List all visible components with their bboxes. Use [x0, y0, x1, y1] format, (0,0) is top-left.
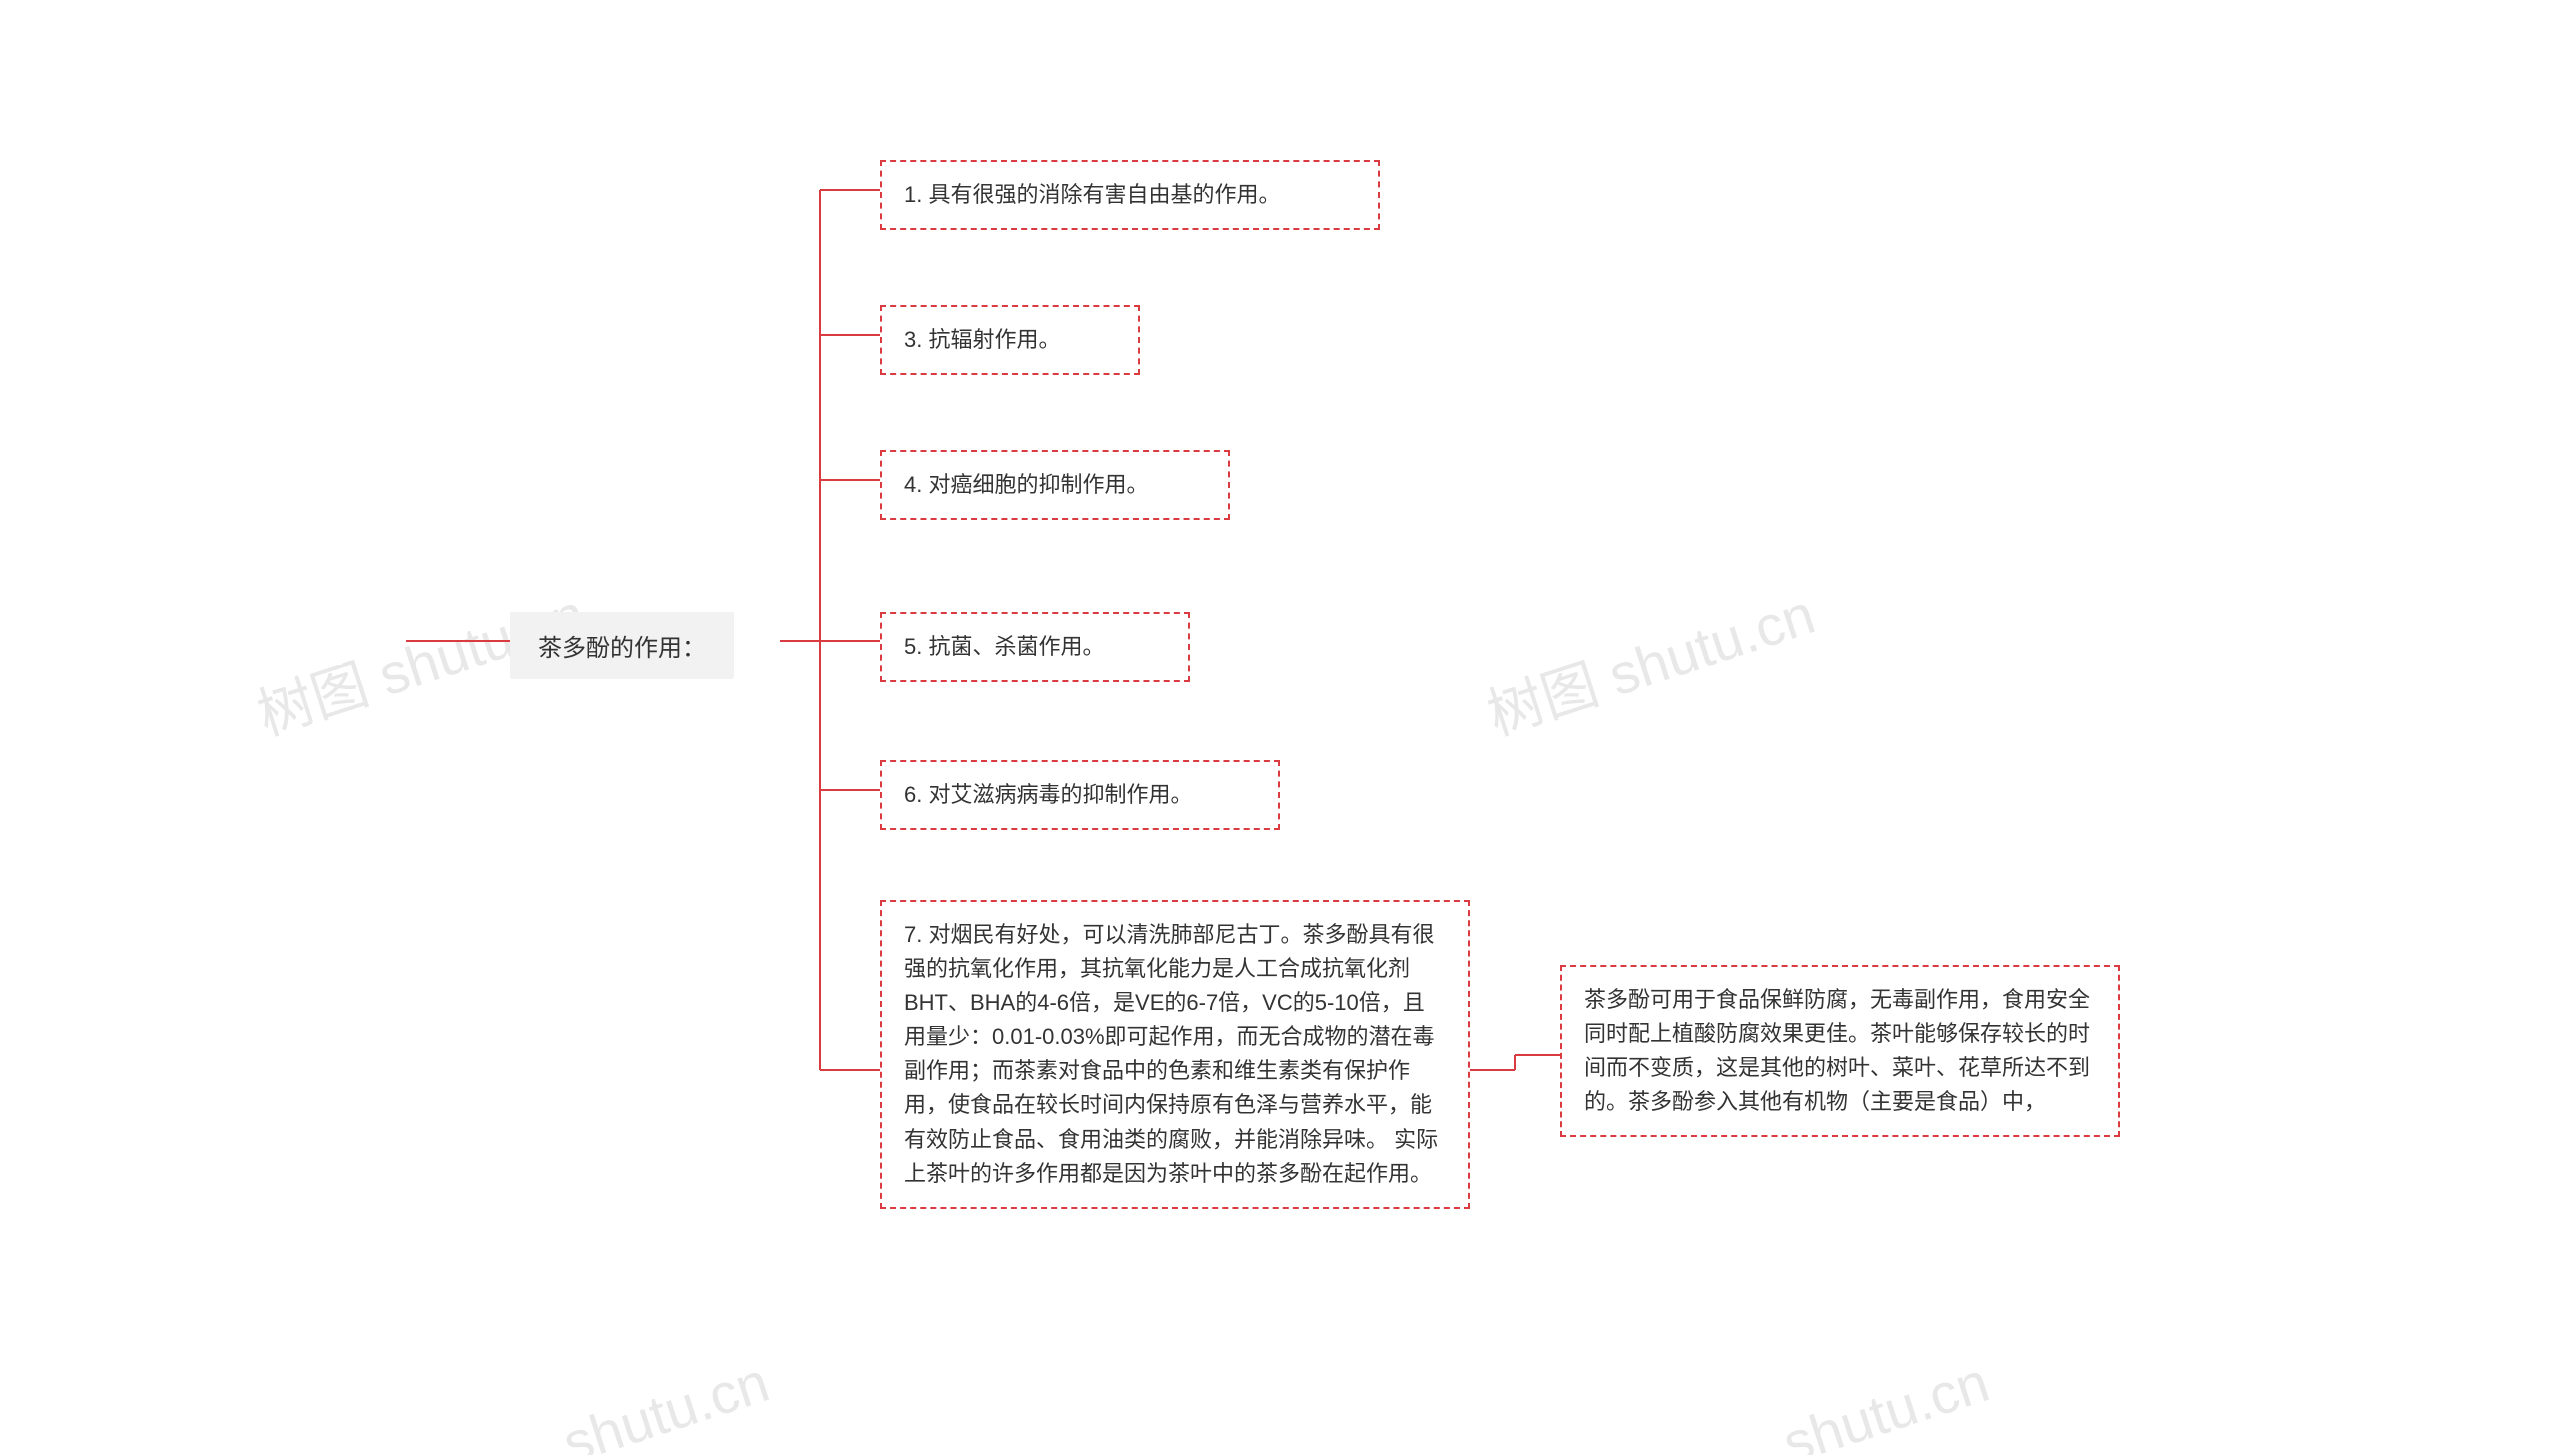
watermark: shutu.cn	[555, 1349, 776, 1455]
leaf-node-4[interactable]: 4. 对癌细胞的抑制作用。	[880, 450, 1230, 520]
sub-node[interactable]: 茶多酚的作用：	[510, 612, 734, 679]
watermark: 树图 shutu.cn	[1476, 570, 1824, 752]
mindmap-canvas: 树图 shutu.cn 树图 shutu.cn shutu.cn shutu.c…	[0, 0, 2560, 1455]
side-node[interactable]: 茶多酚可用于食品保鲜防腐，无毒副作用，食用安全同时配上植酸防腐效果更佳。茶叶能够…	[1560, 965, 2120, 1137]
watermark: shutu.cn	[1775, 1349, 1996, 1455]
leaf-label: 1. 具有很强的消除有害自由基的作用。	[904, 182, 1280, 207]
leaf-label: 6. 对艾滋病病毒的抑制作用。	[904, 782, 1192, 807]
leaf-node-1[interactable]: 1. 具有很强的消除有害自由基的作用。	[880, 160, 1380, 230]
leaf-label: 3. 抗辐射作用。	[904, 327, 1060, 352]
root-node[interactable]: 茶多酚的作用	[120, 610, 380, 690]
leaf-label: 7. 对烟民有好处，可以清洗肺部尼古丁。茶多酚具有很强的抗氧化作用，其抗氧化能力…	[904, 922, 1438, 1186]
leaf-label: 5. 抗菌、杀菌作用。	[904, 634, 1104, 659]
leaf-label: 4. 对癌细胞的抑制作用。	[904, 472, 1148, 497]
side-label: 茶多酚可用于食品保鲜防腐，无毒副作用，食用安全同时配上植酸防腐效果更佳。茶叶能够…	[1584, 987, 2090, 1114]
leaf-node-6[interactable]: 6. 对艾滋病病毒的抑制作用。	[880, 760, 1280, 830]
root-label: 茶多酚的作用	[166, 628, 346, 672]
leaf-node-7[interactable]: 7. 对烟民有好处，可以清洗肺部尼古丁。茶多酚具有很强的抗氧化作用，其抗氧化能力…	[880, 900, 1470, 1209]
leaf-node-5[interactable]: 5. 抗菌、杀菌作用。	[880, 612, 1190, 682]
sub-label: 茶多酚的作用：	[538, 635, 706, 662]
leaf-node-3[interactable]: 3. 抗辐射作用。	[880, 305, 1140, 375]
